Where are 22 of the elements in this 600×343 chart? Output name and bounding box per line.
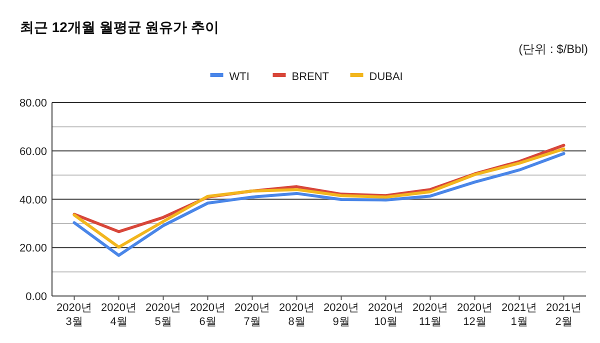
x-tick-label: 2020년 8월	[279, 302, 314, 328]
x-tick-label: 2020년 5월	[146, 302, 181, 328]
x-tick-label: 2020년 11월	[412, 302, 448, 328]
x-tick-label: 2020년 4월	[101, 302, 136, 328]
chart-title: 최근 12개월 월평균 원유가 추이	[20, 19, 220, 35]
x-tick-label: 2021년 1월	[502, 302, 537, 328]
y-tick-label: 60.00	[19, 146, 47, 158]
x-tick-label: 2020년 12월	[457, 302, 492, 328]
chart-subtitle: (단위 : $/Bbl)	[518, 42, 588, 56]
x-tick-label: 2020년 10월	[368, 302, 404, 328]
y-tick-label: 40.00	[19, 194, 47, 206]
y-tick-label: 80.00	[19, 98, 47, 110]
y-tick-label: 20.00	[19, 242, 47, 255]
legend-label: DUBAI	[369, 71, 403, 83]
y-tick-label: 0.00	[26, 291, 47, 303]
x-tick-label: 2020년 3월	[56, 302, 92, 328]
x-tick-label: 2020년 9월	[324, 302, 359, 328]
x-tick-label: 2020년 7월	[234, 302, 270, 328]
legend-label: BRENT	[292, 71, 330, 83]
x-tick-label: 2020년 6월	[190, 302, 226, 328]
x-tick-label: 2021년 2월	[546, 302, 582, 328]
legend-label: WTI	[229, 71, 250, 83]
